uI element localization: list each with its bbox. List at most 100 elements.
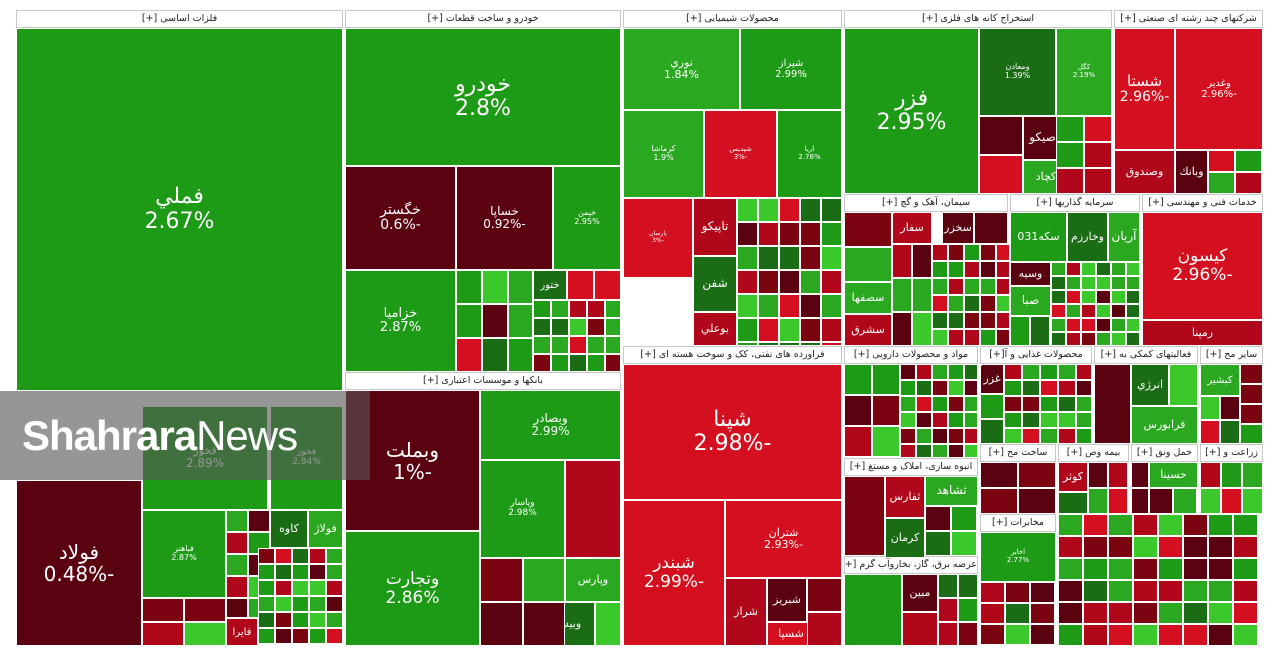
stock-tile-small[interactable]	[932, 278, 948, 295]
stock-tile-small[interactable]	[916, 396, 932, 412]
stock-tile-small[interactable]	[980, 312, 996, 329]
stock-tile-small[interactable]	[258, 564, 275, 580]
stock-tile-small[interactable]	[1158, 624, 1183, 646]
stock-tile-small[interactable]	[1240, 404, 1263, 424]
stock-tile[interactable]: سخزر	[942, 212, 974, 244]
sector-header[interactable]: مواد و محصولات دارویی [+]	[844, 346, 978, 364]
stock-tile-small[interactable]	[523, 602, 565, 646]
stock-tile-small[interactable]	[1111, 276, 1126, 290]
stock-tile-small[interactable]	[605, 318, 621, 336]
stock-tile-small[interactable]	[1040, 380, 1058, 396]
sector-header[interactable]: حمل ونق [+]	[1131, 444, 1198, 462]
stock-tile-small[interactable]	[980, 624, 1005, 645]
stock-tile[interactable]: فايرا	[226, 618, 258, 646]
stock-tile-small[interactable]	[980, 488, 1018, 514]
stock-tile[interactable]: فباهنر 2.87%	[142, 510, 226, 598]
stock-tile-small[interactable]	[1233, 602, 1258, 624]
stock-tile-small[interactable]	[1208, 602, 1233, 624]
stock-tile-small[interactable]	[533, 300, 551, 318]
stock-tile-small[interactable]	[932, 261, 948, 278]
stock-tile[interactable]: رمپنا	[1142, 320, 1263, 346]
stock-tile-small[interactable]	[1133, 558, 1158, 580]
stock-tile-small[interactable]	[258, 596, 275, 612]
stock-tile-small[interactable]	[800, 342, 821, 346]
stock-tile-small[interactable]	[326, 580, 343, 596]
stock-tile-small[interactable]	[605, 336, 621, 354]
stock-tile-small[interactable]	[1058, 380, 1076, 396]
stock-tile-small[interactable]	[1083, 536, 1108, 558]
stock-tile-small[interactable]	[184, 622, 226, 646]
stock-tile[interactable]: کاوه	[270, 510, 308, 548]
stock-tile-small[interactable]	[1066, 276, 1081, 290]
stock-tile-small[interactable]	[980, 278, 996, 295]
stock-tile-small[interactable]	[737, 246, 758, 270]
stock-tile-small[interactable]	[980, 329, 996, 346]
stock-tile-small[interactable]	[1084, 116, 1112, 142]
stock-tile-small[interactable]	[326, 612, 343, 628]
stock-tile-small[interactable]	[1220, 396, 1240, 420]
stock-tile[interactable]: کبشير	[1200, 364, 1240, 396]
stock-tile-small[interactable]	[964, 244, 980, 261]
stock-tile-small[interactable]	[800, 294, 821, 318]
stock-tile[interactable]: کرماشا 1.9%	[623, 110, 704, 198]
stock-tile-small[interactable]	[737, 270, 758, 294]
stock-tile-small[interactable]	[1096, 332, 1111, 346]
stock-tile[interactable]: وتجارت 2.86%	[345, 531, 480, 646]
stock-tile-small[interactable]	[758, 270, 779, 294]
sector-header[interactable]: خدمات فنی و مهندسی [+]	[1142, 194, 1263, 212]
stock-tile-small[interactable]	[900, 364, 916, 380]
stock-tile-small[interactable]	[948, 380, 964, 396]
stock-tile[interactable]: کگل 2.19%	[1056, 28, 1112, 116]
stock-tile-small[interactable]	[737, 198, 758, 222]
stock-tile-small[interactable]	[1022, 380, 1040, 396]
stock-tile-small[interactable]	[964, 278, 980, 295]
stock-tile-small[interactable]	[569, 318, 587, 336]
stock-tile-small[interactable]	[565, 460, 621, 558]
stock-tile-small[interactable]	[948, 428, 964, 444]
stock-tile-small[interactable]	[844, 212, 892, 247]
stock-tile-small[interactable]	[821, 342, 842, 346]
stock-tile-small[interactable]	[275, 564, 292, 580]
stock-tile-small[interactable]	[996, 261, 1010, 278]
stock-tile[interactable]: وغدير -2.96%	[1175, 28, 1263, 150]
stock-tile[interactable]: سکه031	[1010, 212, 1067, 262]
stock-tile-small[interactable]	[821, 246, 842, 270]
stock-tile-small[interactable]	[902, 612, 938, 646]
stock-tile-small[interactable]	[1158, 536, 1183, 558]
stock-tile-small[interactable]	[1051, 304, 1066, 318]
stock-tile-small[interactable]	[916, 444, 932, 458]
stock-tile-small[interactable]	[892, 244, 912, 278]
stock-tile-small[interactable]	[482, 270, 508, 304]
stock-tile-small[interactable]	[292, 580, 309, 596]
stock-tile-small[interactable]	[569, 300, 587, 318]
stock-tile-small[interactable]	[1208, 514, 1233, 536]
stock-tile-small[interactable]	[258, 612, 275, 628]
stock-tile-small[interactable]	[1126, 290, 1140, 304]
stock-tile-small[interactable]	[1233, 536, 1258, 558]
stock-tile-small[interactable]	[1208, 624, 1233, 646]
stock-tile-small[interactable]	[948, 329, 964, 346]
stock-tile-small[interactable]	[1084, 142, 1112, 168]
stock-tile-small[interactable]	[258, 548, 275, 564]
stock-tile-small[interactable]	[309, 580, 326, 596]
stock-tile-small[interactable]	[821, 294, 842, 318]
stock-tile[interactable]: کيسون -2.96%	[1142, 212, 1263, 320]
stock-tile-small[interactable]	[916, 412, 932, 428]
stock-tile-small[interactable]	[872, 364, 900, 395]
stock-tile-small[interactable]	[1058, 580, 1083, 602]
stock-tile-small[interactable]	[1111, 290, 1126, 304]
stock-tile-small[interactable]	[523, 558, 565, 602]
stock-tile-small[interactable]	[932, 364, 948, 380]
stock-tile-small[interactable]	[932, 295, 948, 312]
stock-tile[interactable]: ختور	[533, 270, 567, 300]
stock-tile-small[interactable]	[900, 396, 916, 412]
stock-tile-small[interactable]	[1030, 603, 1055, 624]
stock-tile-small[interactable]	[1183, 624, 1208, 646]
stock-tile-small[interactable]	[1030, 582, 1055, 603]
stock-tile-small[interactable]	[1111, 332, 1126, 346]
stock-tile-small[interactable]	[551, 300, 569, 318]
stock-tile-small[interactable]	[925, 531, 951, 556]
stock-tile-small[interactable]	[1066, 318, 1081, 332]
stock-tile-small[interactable]	[844, 364, 872, 395]
stock-tile-small[interactable]	[996, 329, 1010, 346]
